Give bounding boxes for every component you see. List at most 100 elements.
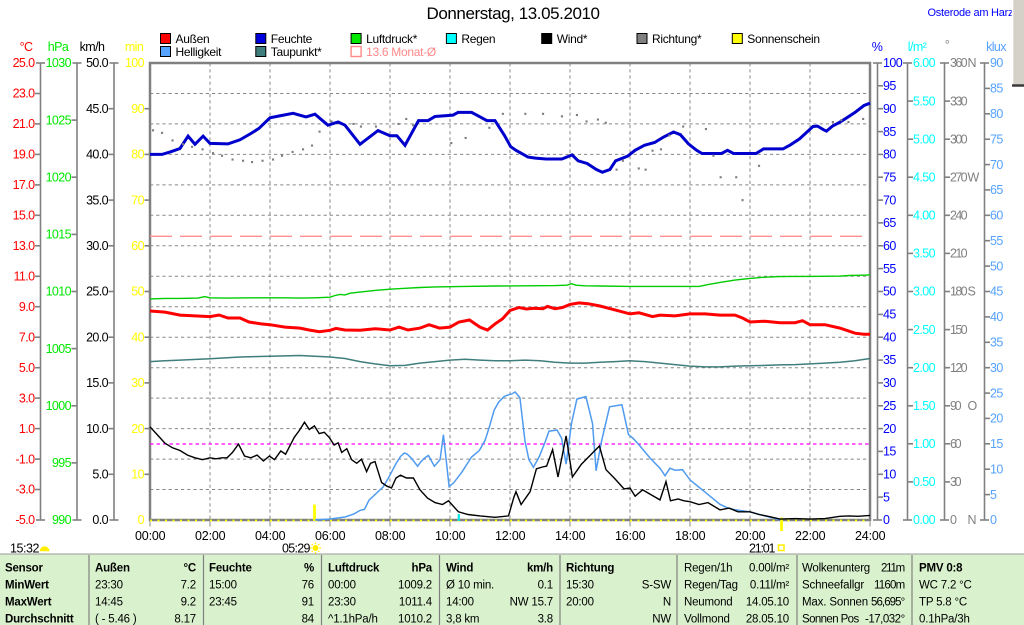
- svg-text:0.0: 0.0: [92, 513, 108, 527]
- svg-text:02:00: 02:00: [195, 529, 226, 543]
- svg-text:7.2: 7.2: [181, 580, 196, 592]
- svg-text:211m: 211m: [881, 563, 905, 575]
- svg-text:23.0: 23.0: [13, 87, 36, 101]
- svg-text:20.0: 20.0: [86, 330, 109, 344]
- svg-text:08:00: 08:00: [375, 529, 406, 543]
- svg-text:50: 50: [990, 259, 1003, 273]
- svg-text:56,695°: 56,695°: [871, 597, 905, 609]
- svg-text:05:29: 05:29: [282, 542, 311, 556]
- svg-text:km/h: km/h: [80, 40, 105, 54]
- svg-text:Wind*: Wind*: [557, 32, 588, 46]
- svg-text:5.0: 5.0: [92, 468, 108, 482]
- svg-text:3.50: 3.50: [913, 247, 936, 261]
- svg-text:TP 5.8 °C: TP 5.8 °C: [919, 597, 967, 609]
- svg-text:NW 15.7: NW 15.7: [510, 597, 553, 609]
- svg-text:80: 80: [131, 148, 144, 162]
- svg-text:NW: NW: [652, 614, 671, 625]
- svg-text:25: 25: [990, 386, 1003, 400]
- svg-text:Richtung: Richtung: [566, 563, 614, 575]
- svg-text:14:00: 14:00: [446, 597, 474, 609]
- svg-text:7.0: 7.0: [19, 330, 35, 344]
- svg-text:995: 995: [52, 456, 72, 470]
- svg-text:5.00: 5.00: [913, 132, 936, 146]
- svg-text:76: 76: [302, 580, 314, 592]
- svg-text:20: 20: [131, 422, 144, 436]
- svg-text:1011.4: 1011.4: [399, 597, 433, 609]
- svg-text:hPa: hPa: [412, 563, 433, 575]
- svg-text:O: O: [968, 399, 978, 413]
- svg-text:20: 20: [990, 412, 1003, 426]
- svg-text:16:00: 16:00: [615, 529, 646, 543]
- svg-text:Luftdruck: Luftdruck: [328, 563, 380, 575]
- svg-text:270: 270: [950, 170, 968, 184]
- svg-text:75: 75: [883, 170, 896, 184]
- svg-text:min: min: [125, 40, 144, 54]
- svg-text:95: 95: [883, 79, 896, 93]
- svg-text:( - 5.46 ): ( - 5.46 ): [95, 614, 137, 625]
- svg-text:N: N: [968, 513, 977, 527]
- svg-text:06:00: 06:00: [315, 529, 346, 543]
- svg-text:60: 60: [950, 437, 962, 451]
- svg-text:35: 35: [990, 336, 1003, 350]
- svg-text:90: 90: [131, 102, 144, 116]
- svg-text:120: 120: [950, 361, 968, 375]
- svg-text:S: S: [968, 285, 976, 299]
- svg-text:85: 85: [883, 125, 896, 139]
- svg-text:00:00: 00:00: [135, 529, 166, 543]
- svg-text:3,8 km: 3,8 km: [446, 614, 479, 625]
- svg-text:3.8: 3.8: [538, 614, 553, 625]
- svg-text:N: N: [663, 597, 671, 609]
- svg-text:0.11l/m²: 0.11l/m²: [750, 580, 789, 592]
- svg-text:240: 240: [950, 209, 968, 223]
- svg-text:24:00: 24:00: [855, 529, 886, 543]
- svg-text:55: 55: [990, 234, 1003, 248]
- svg-text:22:00: 22:00: [795, 529, 826, 543]
- svg-text:0.1: 0.1: [538, 580, 553, 592]
- svg-text:Schneefallgr: Schneefallgr: [802, 580, 864, 592]
- svg-text:MinWert: MinWert: [5, 580, 49, 592]
- svg-text:90: 90: [990, 56, 1003, 70]
- svg-text:Wolkenunterg: Wolkenunterg: [802, 563, 870, 575]
- svg-text:Regen: Regen: [461, 32, 495, 46]
- svg-text:%: %: [304, 563, 314, 575]
- svg-text:5: 5: [883, 490, 890, 504]
- svg-text:Durchschnitt: Durchschnitt: [5, 614, 74, 625]
- svg-text:20:00: 20:00: [735, 529, 766, 543]
- svg-text:23:45: 23:45: [209, 597, 237, 609]
- svg-text:50: 50: [883, 285, 896, 299]
- svg-text:19.0: 19.0: [13, 148, 36, 162]
- svg-text:0.1hPa/3h: 0.1hPa/3h: [919, 614, 970, 625]
- svg-text:55: 55: [883, 262, 896, 276]
- svg-text:N: N: [968, 56, 977, 70]
- svg-text:15: 15: [990, 437, 1003, 451]
- svg-text:S-SW: S-SW: [642, 580, 672, 592]
- svg-text:100: 100: [125, 56, 145, 70]
- svg-text:15:32: 15:32: [10, 542, 40, 556]
- svg-text:-3.0: -3.0: [15, 483, 35, 497]
- svg-text:40: 40: [131, 330, 144, 344]
- svg-text:9.2: 9.2: [181, 597, 196, 609]
- svg-text:30: 30: [990, 361, 1003, 375]
- svg-text:Vollmond: Vollmond: [684, 614, 730, 625]
- svg-text:21:01: 21:01: [749, 542, 776, 556]
- svg-text:6.00: 6.00: [913, 56, 936, 70]
- svg-text:84: 84: [302, 614, 315, 625]
- svg-text:1.0: 1.0: [19, 422, 35, 436]
- svg-text:210: 210: [950, 247, 968, 261]
- svg-text:100: 100: [883, 56, 903, 70]
- svg-text:40.0: 40.0: [86, 148, 109, 162]
- svg-text:-17,032°: -17,032°: [865, 614, 905, 625]
- svg-text:W: W: [968, 170, 980, 184]
- svg-text:°C: °C: [20, 40, 33, 54]
- svg-text:45: 45: [883, 308, 896, 322]
- svg-text:Taupunkt*: Taupunkt*: [271, 45, 322, 59]
- svg-text:10: 10: [883, 468, 896, 482]
- svg-text:70: 70: [131, 193, 144, 207]
- svg-text:5.50: 5.50: [913, 94, 936, 108]
- svg-text:150: 150: [950, 323, 968, 337]
- svg-text:1005: 1005: [46, 342, 72, 356]
- svg-text:10: 10: [131, 468, 144, 482]
- svg-text:5.0: 5.0: [19, 361, 35, 375]
- svg-text:23:30: 23:30: [328, 597, 356, 609]
- svg-text:35.0: 35.0: [86, 193, 109, 207]
